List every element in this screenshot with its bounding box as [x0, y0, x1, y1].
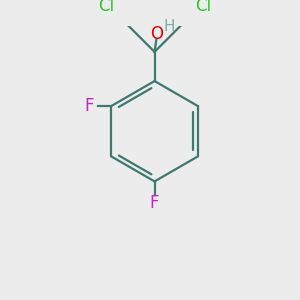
Text: Cl: Cl [195, 0, 212, 15]
Text: O: O [150, 25, 163, 43]
Text: Cl: Cl [98, 0, 114, 15]
Text: F: F [150, 194, 159, 212]
Text: F: F [85, 97, 94, 115]
Text: H: H [164, 19, 175, 34]
